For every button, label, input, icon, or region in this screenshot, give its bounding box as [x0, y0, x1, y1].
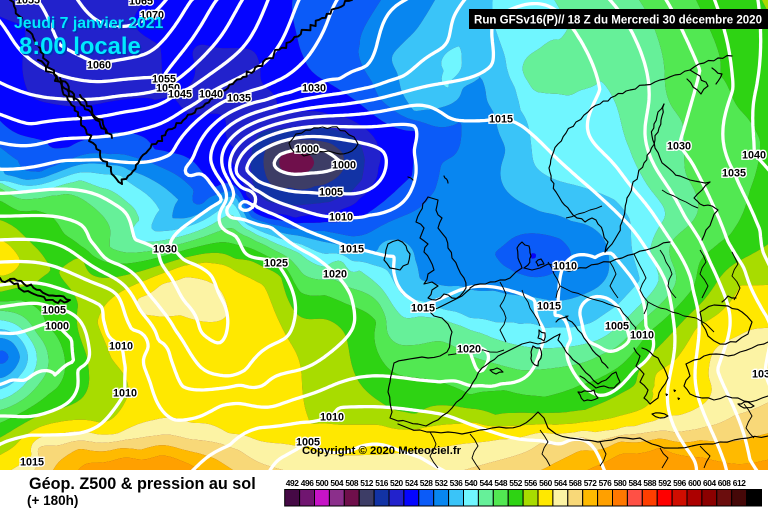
svg-text:1020: 1020: [457, 344, 481, 356]
svg-text:1040: 1040: [199, 89, 223, 101]
svg-text:508: 508: [345, 478, 359, 488]
svg-text:1005: 1005: [605, 321, 629, 333]
svg-text:540: 540: [465, 478, 479, 488]
svg-text:556: 556: [524, 478, 538, 488]
svg-text:8:00 locale: 8:00 locale: [21, 35, 143, 62]
svg-text:524: 524: [405, 478, 419, 488]
svg-text:544: 544: [480, 478, 494, 488]
svg-text:1000: 1000: [332, 160, 356, 172]
svg-text:1070: 1070: [140, 10, 164, 22]
svg-text:532: 532: [435, 478, 449, 488]
svg-text:1010: 1010: [630, 330, 654, 342]
svg-text:1015: 1015: [537, 301, 561, 313]
svg-text:1045: 1045: [168, 89, 192, 101]
svg-text:1040: 1040: [742, 150, 766, 162]
svg-text:1035: 1035: [722, 168, 746, 180]
svg-text:1010: 1010: [320, 412, 344, 424]
svg-text:1055: 1055: [152, 74, 176, 86]
svg-text:496: 496: [301, 478, 315, 488]
svg-text:564: 564: [554, 478, 568, 488]
svg-text:1035: 1035: [227, 93, 251, 105]
svg-text:596: 596: [673, 478, 687, 488]
svg-text:608: 608: [718, 478, 732, 488]
svg-text:1010: 1010: [553, 261, 577, 273]
svg-text:600: 600: [688, 478, 702, 488]
svg-text:536: 536: [450, 478, 464, 488]
svg-text:552: 552: [509, 478, 523, 488]
svg-text:Jeudi 7 janvier 2021: Jeudi 7 janvier 2021: [16, 17, 165, 34]
svg-text:588: 588: [643, 478, 657, 488]
svg-text:Géop. Z500 & pression au sol: Géop. Z500 & pression au sol: [29, 475, 256, 493]
svg-text:604: 604: [703, 478, 717, 488]
svg-text:1010: 1010: [109, 341, 133, 353]
svg-text:(+ 180h): (+ 180h): [27, 493, 78, 508]
svg-text:1030: 1030: [302, 83, 326, 95]
svg-text:580: 580: [614, 478, 628, 488]
svg-text:1030: 1030: [752, 369, 768, 381]
svg-text:560: 560: [539, 478, 553, 488]
svg-text:572: 572: [584, 478, 598, 488]
svg-text:1020: 1020: [323, 269, 347, 281]
svg-text:1030: 1030: [667, 141, 691, 153]
svg-text:1005: 1005: [42, 305, 66, 317]
svg-text:576: 576: [599, 478, 613, 488]
svg-text:Copyright © 2020 Meteociel.fr: Copyright © 2020 Meteociel.fr: [302, 445, 462, 457]
svg-text:1050: 1050: [156, 83, 180, 95]
svg-text:1000: 1000: [295, 144, 319, 156]
svg-text:1000: 1000: [45, 321, 69, 333]
svg-text:1005: 1005: [296, 437, 320, 449]
svg-text:1010: 1010: [113, 388, 137, 400]
svg-text:1030: 1030: [153, 244, 177, 256]
svg-text:8:00 locale: 8:00 locale: [19, 33, 141, 60]
svg-text:612: 612: [733, 478, 747, 488]
svg-text:516: 516: [375, 478, 389, 488]
svg-text:1060: 1060: [87, 60, 111, 72]
svg-text:520: 520: [390, 478, 404, 488]
svg-text:1010: 1010: [329, 212, 353, 224]
svg-text:1015: 1015: [20, 457, 44, 469]
svg-text:Run GFSv16(P)// 18 Z du Mercre: Run GFSv16(P)// 18 Z du Mercredi 30 déce…: [474, 13, 762, 27]
svg-text:528: 528: [420, 478, 434, 488]
svg-text:568: 568: [569, 478, 583, 488]
svg-text:1015: 1015: [411, 303, 435, 315]
svg-text:500: 500: [316, 478, 330, 488]
svg-text:548: 548: [494, 478, 508, 488]
svg-text:1065: 1065: [129, 0, 153, 8]
svg-text:1005: 1005: [319, 187, 343, 199]
svg-text:1055: 1055: [16, 0, 40, 7]
svg-text:584: 584: [629, 478, 643, 488]
svg-text:Jeudi 7 janvier 2021: Jeudi 7 janvier 2021: [14, 15, 163, 32]
svg-text:1015: 1015: [340, 244, 364, 256]
svg-text:592: 592: [658, 478, 672, 488]
svg-text:512: 512: [360, 478, 374, 488]
svg-text:492: 492: [286, 478, 300, 488]
svg-text:1025: 1025: [264, 258, 288, 270]
svg-text:504: 504: [330, 478, 344, 488]
svg-text:1015: 1015: [489, 114, 513, 126]
